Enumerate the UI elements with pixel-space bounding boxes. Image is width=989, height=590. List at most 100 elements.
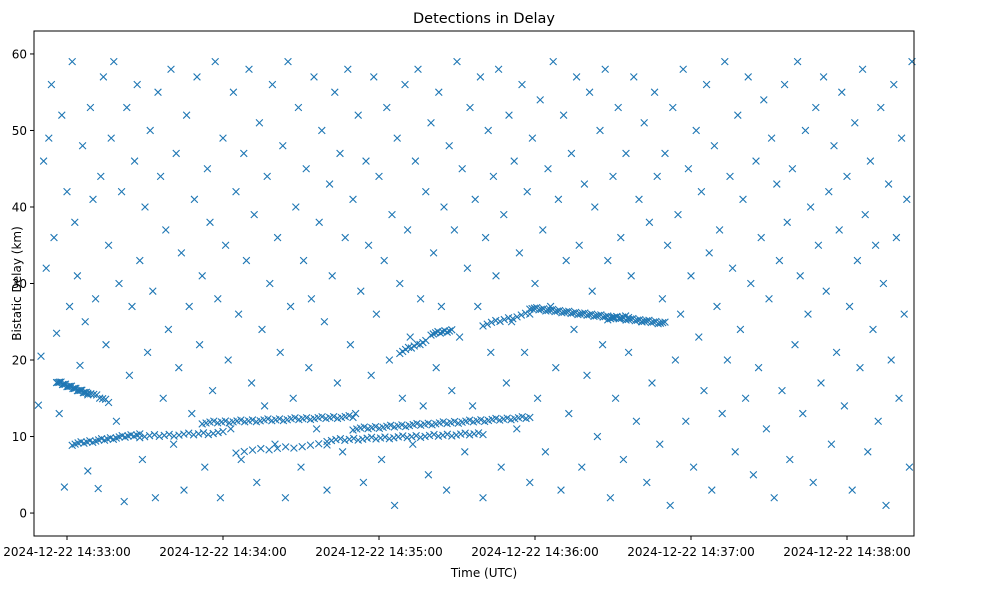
detection-point (594, 311, 603, 320)
detection-point (302, 413, 311, 422)
detection-point (229, 88, 238, 97)
detection-point (631, 316, 639, 325)
detection-point (640, 119, 648, 127)
detection-point (513, 313, 521, 321)
y-tick-label: 60 (12, 47, 27, 61)
detection-point (879, 279, 888, 288)
detection-point (429, 249, 438, 257)
detection-point (544, 306, 552, 315)
detection-point (432, 363, 440, 372)
detection-point (695, 333, 703, 341)
detection-point (117, 187, 126, 196)
detection-point (436, 329, 445, 337)
detection-point (198, 272, 206, 280)
detection-point (684, 164, 693, 173)
detection-point (531, 279, 539, 288)
detection-point (635, 195, 643, 204)
detection-point (327, 436, 336, 445)
detection-point (138, 455, 147, 464)
detection-point (477, 416, 485, 424)
detection-point (430, 430, 438, 439)
detection-point (554, 195, 563, 204)
detection-point (827, 440, 836, 448)
detection-point (149, 287, 157, 295)
detection-point (468, 402, 477, 410)
detection-point (648, 379, 656, 387)
detection-point (358, 435, 367, 443)
detection-point (861, 210, 869, 219)
detection-point (825, 187, 833, 196)
detection-point (98, 394, 107, 403)
detection-point (208, 386, 217, 395)
detection-point (643, 478, 651, 487)
detection-point (791, 340, 799, 349)
detection-point (552, 363, 560, 372)
detection-point (601, 65, 609, 74)
detection-point (345, 411, 353, 420)
detection-point (349, 434, 358, 443)
detection-point (58, 380, 67, 389)
detection-point (250, 210, 258, 219)
detection-point (86, 390, 95, 398)
detection-point (814, 241, 823, 250)
detection-point (404, 343, 413, 352)
detection-point (325, 180, 334, 188)
x-tick-label: 2024-12-22 14:35:00 (315, 545, 442, 559)
detection-point (510, 157, 518, 165)
detection-point (558, 308, 566, 317)
detection-point (702, 80, 711, 89)
detection-point (354, 436, 362, 444)
detection-point (201, 463, 209, 471)
detection-point (434, 432, 443, 440)
detection-point (240, 149, 248, 158)
detection-point (840, 402, 849, 410)
detection-point (180, 486, 188, 494)
detection-point (650, 88, 659, 97)
detection-point (809, 478, 817, 487)
detection-point (882, 501, 890, 510)
detection-point (736, 325, 745, 334)
detection-point (268, 80, 277, 89)
detection-point (164, 325, 173, 334)
x-tick-label: 2024-12-22 14:38:00 (783, 545, 910, 559)
detection-point (65, 302, 74, 311)
detection-point (156, 172, 165, 181)
detection-point (537, 305, 546, 314)
detection-point (658, 318, 667, 327)
detection-point (557, 486, 565, 494)
detection-point (357, 287, 365, 295)
detection-point (439, 418, 448, 426)
detection-point (749, 470, 758, 479)
detection-point (332, 435, 340, 444)
detection-point (193, 73, 201, 81)
detection-point (195, 340, 204, 349)
detection-point (37, 352, 45, 360)
detection-point (866, 157, 875, 165)
detection-point (99, 73, 108, 81)
detection-point (273, 233, 282, 242)
detection-point (227, 425, 235, 433)
detection-point (576, 310, 585, 318)
detection-point (427, 331, 435, 339)
detection-point (349, 413, 357, 422)
detection-point (632, 417, 641, 426)
detection-point (562, 307, 571, 316)
detection-point (372, 435, 380, 443)
detection-point (240, 447, 249, 456)
y-tick-label: 20 (12, 354, 27, 368)
detection-point (393, 134, 401, 142)
detection-point (414, 65, 422, 74)
detection-point (565, 409, 573, 418)
detection-point (474, 429, 483, 437)
detection-point (796, 272, 804, 280)
detection-point (47, 80, 56, 89)
detection-point (42, 264, 50, 272)
detection-point (69, 384, 77, 393)
detection-point (542, 307, 550, 315)
detection-point (497, 463, 505, 471)
detection-point (89, 195, 97, 204)
detection-point (383, 103, 391, 112)
detection-point (649, 318, 658, 326)
detection-point (341, 436, 349, 445)
